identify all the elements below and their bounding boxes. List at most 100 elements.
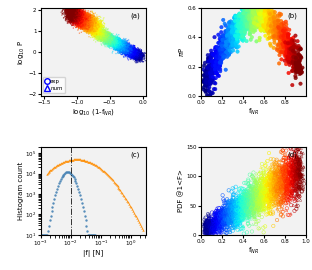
Point bbox=[244, 21, 249, 25]
Point bbox=[127, 48, 132, 52]
Point bbox=[103, 34, 108, 38]
Point bbox=[208, 66, 213, 70]
Point bbox=[111, 38, 116, 42]
Point bbox=[239, 31, 244, 35]
Point bbox=[229, 32, 234, 37]
Point bbox=[84, 21, 89, 25]
Point bbox=[287, 44, 292, 48]
Point bbox=[116, 38, 121, 43]
Point bbox=[119, 45, 124, 49]
Point bbox=[79, 26, 84, 31]
Point bbox=[83, 18, 88, 23]
Point bbox=[88, 26, 93, 30]
Point bbox=[99, 38, 104, 42]
Point bbox=[290, 54, 295, 58]
Point bbox=[85, 20, 90, 25]
Point bbox=[237, 219, 242, 223]
Point bbox=[264, 181, 269, 186]
Point bbox=[102, 34, 107, 38]
Point bbox=[246, 18, 251, 22]
Point bbox=[239, 25, 244, 29]
Point bbox=[71, 19, 76, 23]
Point bbox=[100, 34, 105, 38]
Point bbox=[294, 204, 299, 208]
Point bbox=[74, 15, 79, 19]
Point bbox=[96, 34, 101, 38]
Point bbox=[107, 36, 112, 40]
Point bbox=[135, 51, 140, 55]
Point bbox=[253, 16, 258, 21]
Point bbox=[209, 49, 214, 53]
Point bbox=[251, 14, 256, 18]
Point bbox=[85, 22, 90, 27]
Point bbox=[258, 16, 263, 20]
Point bbox=[212, 218, 217, 222]
Point bbox=[96, 31, 101, 35]
Point bbox=[125, 47, 130, 51]
Point bbox=[111, 41, 116, 45]
Point bbox=[106, 40, 111, 45]
Point bbox=[84, 30, 89, 34]
Point bbox=[240, 12, 245, 16]
Point bbox=[265, 20, 270, 24]
Point bbox=[105, 35, 110, 39]
Point bbox=[135, 56, 140, 60]
Point bbox=[249, 193, 254, 197]
Point bbox=[131, 50, 136, 55]
Point bbox=[126, 50, 131, 54]
Point bbox=[261, 185, 266, 190]
Point bbox=[70, 13, 75, 17]
Point bbox=[210, 217, 215, 221]
Point bbox=[256, 23, 261, 27]
Point bbox=[203, 222, 208, 227]
Point bbox=[231, 29, 236, 33]
Point bbox=[91, 28, 96, 32]
Point bbox=[65, 8, 70, 13]
Point bbox=[106, 35, 111, 40]
Point bbox=[244, 15, 249, 19]
Point bbox=[227, 36, 232, 40]
Point bbox=[109, 177, 114, 181]
Point bbox=[98, 34, 103, 38]
Point bbox=[235, 18, 240, 23]
Point bbox=[266, 23, 271, 28]
Point bbox=[278, 35, 283, 39]
Point bbox=[74, 181, 79, 186]
Point bbox=[278, 185, 283, 189]
Point bbox=[223, 209, 228, 214]
Point bbox=[70, 15, 75, 19]
Point bbox=[113, 37, 118, 41]
Point bbox=[89, 26, 94, 31]
Point bbox=[271, 171, 275, 176]
Point bbox=[66, 19, 71, 24]
Point bbox=[70, 16, 75, 21]
Point bbox=[277, 181, 282, 185]
Point bbox=[120, 40, 125, 45]
Point bbox=[227, 214, 232, 218]
Point bbox=[120, 46, 125, 51]
Point bbox=[88, 15, 93, 20]
Point bbox=[292, 56, 297, 60]
Point bbox=[252, 200, 257, 204]
Point bbox=[100, 30, 105, 35]
Point bbox=[232, 30, 237, 35]
Point bbox=[67, 15, 72, 19]
Point bbox=[239, 23, 244, 27]
Point bbox=[91, 28, 96, 32]
Point bbox=[214, 72, 219, 76]
Point bbox=[116, 44, 121, 48]
Point bbox=[282, 36, 287, 40]
Point bbox=[77, 17, 82, 22]
Point bbox=[281, 36, 286, 40]
Point bbox=[85, 17, 90, 21]
Point bbox=[249, 229, 254, 234]
Point bbox=[272, 187, 277, 192]
Point bbox=[110, 38, 115, 42]
Point bbox=[75, 10, 80, 14]
Point bbox=[85, 18, 90, 23]
Point bbox=[235, 208, 240, 212]
Point bbox=[93, 32, 98, 36]
Point bbox=[120, 42, 125, 46]
Point bbox=[84, 11, 89, 15]
Point bbox=[83, 21, 88, 26]
